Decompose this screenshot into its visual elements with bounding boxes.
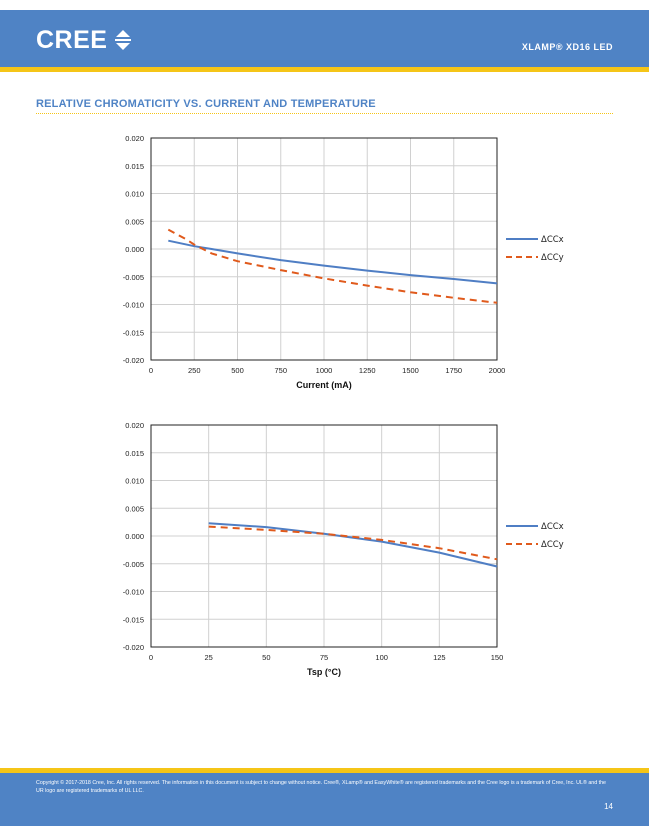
y-tick-label: -0.015 — [123, 328, 144, 337]
series-line-dccx — [168, 239, 498, 285]
x-tick-label: 125 — [433, 653, 446, 662]
legend-label: ΔCCx — [541, 235, 564, 245]
chart-chromaticity-vs-current: 0.020 0.015 0.010 0.005 0.000 -0.005 -0.010 -0.… — [123, 134, 564, 390]
cree-logo-mark-icon — [115, 30, 131, 50]
footer-accent-stripe — [0, 768, 649, 773]
x-tick-label: 1500 — [402, 366, 419, 375]
y-tick-label: -0.010 — [123, 301, 144, 310]
x-tick-label: 2000 — [489, 366, 506, 375]
x-tick-label: 1750 — [445, 366, 462, 375]
x-tick-label: 250 — [188, 366, 201, 375]
header-accent-stripe — [0, 67, 649, 72]
copyright-notice: Copyright © 2017-2018 Cree, Inc. All rig… — [36, 780, 606, 794]
y-tick-label: 0.000 — [125, 532, 144, 541]
section-divider — [36, 113, 613, 114]
x-tick-label: 1000 — [316, 366, 333, 375]
footer-band — [0, 773, 649, 826]
y-tick-label: -0.020 — [123, 356, 144, 365]
document-title: XLAMP® XD16 LED — [521, 42, 613, 52]
plot-area-frame — [150, 424, 498, 648]
x-axis-label: Tsp (°C) — [307, 667, 341, 677]
header-band — [0, 10, 649, 67]
y-tick-label: 0.010 — [125, 190, 144, 199]
x-tick-label: 500 — [231, 366, 244, 375]
y-tick-label: 0.005 — [125, 504, 144, 513]
y-tick-label: 0.010 — [125, 477, 144, 486]
x-tick-label: 1250 — [359, 366, 376, 375]
x-axis-label: Current (mA) — [296, 380, 352, 390]
x-tick-label: 150 — [491, 653, 504, 662]
x-tick-label: 0 — [149, 366, 153, 375]
y-tick-label: -0.005 — [123, 273, 144, 282]
y-tick-label: 0.005 — [125, 217, 144, 226]
legend-label: ΔCCy — [541, 540, 564, 550]
x-tick-label: 750 — [274, 366, 287, 375]
y-tick-label: 0.015 — [125, 449, 144, 458]
x-tick-label: 75 — [320, 653, 328, 662]
y-tick-label: -0.005 — [123, 560, 144, 569]
y-tick-label: 0.015 — [125, 162, 144, 171]
chart-chromaticity-vs-temperature: 0.020 0.015 0.010 0.005 0.000 -0.005 -0.010 -0.… — [123, 421, 564, 677]
page-number: 14 — [604, 802, 613, 811]
series-line-dccy — [208, 525, 498, 561]
y-tick-label: 0.000 — [125, 245, 144, 254]
legend-label: ΔCCy — [541, 253, 564, 263]
plot-area-frame — [150, 137, 498, 361]
y-tick-label: -0.015 — [123, 615, 144, 624]
series-line-dccx — [208, 522, 498, 568]
y-tick-label: -0.020 — [123, 643, 144, 652]
cree-logo: CREE — [36, 26, 108, 54]
x-tick-label: 0 — [149, 653, 153, 662]
page-top-margin — [0, 0, 649, 10]
legend-label: ΔCCx — [541, 522, 564, 532]
series-line-dccy — [167, 228, 498, 304]
x-tick-label: 100 — [375, 653, 388, 662]
y-tick-label: 0.020 — [125, 421, 144, 430]
x-tick-label: 25 — [204, 653, 212, 662]
y-tick-label: -0.010 — [123, 588, 144, 597]
section-title: RELATIVE CHROMATICITY VS. CURRENT AND TE… — [36, 98, 376, 110]
x-tick-label: 50 — [262, 653, 270, 662]
y-tick-label: 0.020 — [125, 134, 144, 143]
